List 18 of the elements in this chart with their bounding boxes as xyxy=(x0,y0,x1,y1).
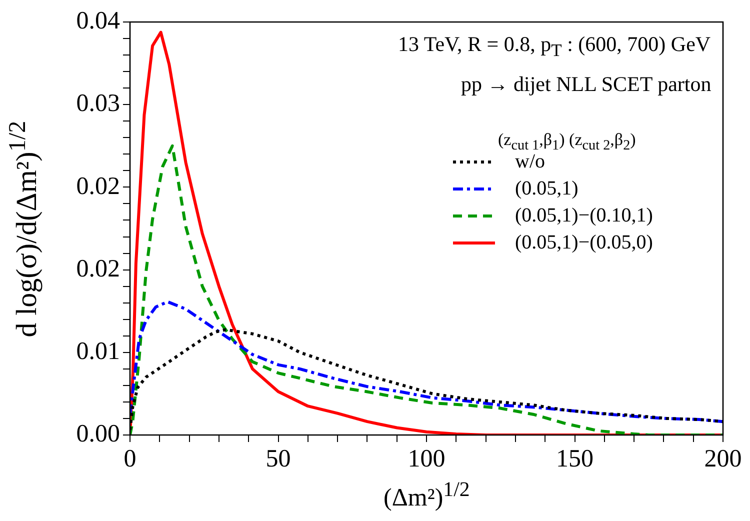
line-series xyxy=(130,300,723,424)
annotation: pp → dijet NLL SCET parton xyxy=(461,72,712,97)
x-tick-label: 0 xyxy=(124,446,136,473)
annotation: 13 TeV, R = 0.8, p$_{T}$ : (600, 700) GeV xyxy=(398,32,711,62)
y-tick-label: 0.02 xyxy=(76,255,120,282)
x-tick-label: 100 xyxy=(408,446,446,473)
legend-label: (0.05,1) xyxy=(515,177,578,200)
y-tick-label: 0.01 xyxy=(76,338,120,365)
y-tick-label: 0.03 xyxy=(76,90,120,118)
legend-label: (0.05,1)−(0.10,1) xyxy=(515,204,653,226)
y-tick-label: 0.00 xyxy=(76,420,120,448)
y-tick-label: 0.04 xyxy=(76,8,120,35)
x-tick-label: 200 xyxy=(704,446,742,473)
x-tick-label: 150 xyxy=(556,446,594,473)
x-tick-label: 50 xyxy=(266,446,291,473)
legend-label: (0.05,1)−(0.05,0) xyxy=(515,231,653,254)
x-axis-title: (Δm²)$^{1/2}$ xyxy=(384,477,470,512)
y-tick-label: 0.02 xyxy=(76,172,120,200)
